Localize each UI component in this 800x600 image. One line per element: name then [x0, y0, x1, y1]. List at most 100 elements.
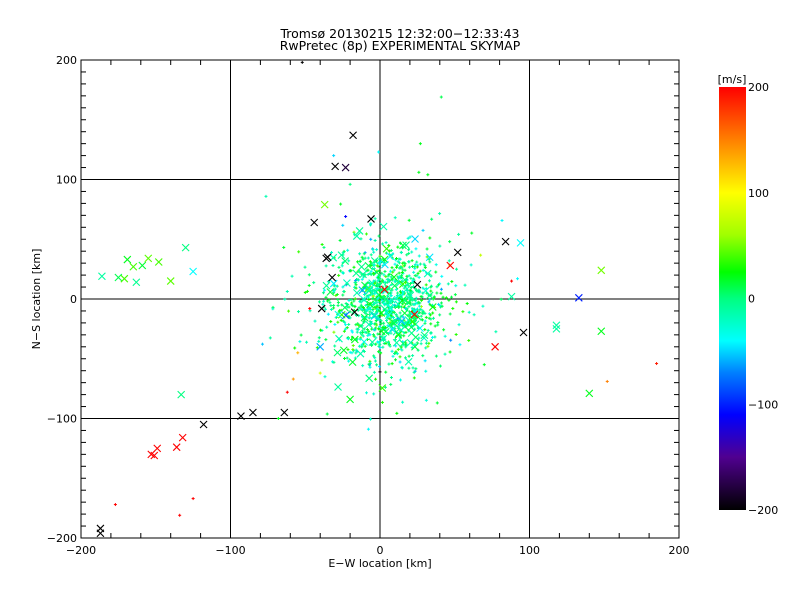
cross-marker: [350, 308, 359, 317]
dot-marker: [372, 301, 376, 305]
dot-marker: [384, 275, 388, 279]
x-tick-labels: −200 −100 0 100 200: [66, 544, 690, 557]
dot-marker: [380, 271, 384, 275]
cross-stroke: [519, 328, 528, 337]
cross-marker: [400, 275, 409, 284]
dot-marker: [372, 282, 376, 286]
dot-marker: [368, 281, 372, 285]
dot-marker: [383, 385, 387, 389]
dot-marker: [407, 251, 411, 255]
cross-marker: [337, 310, 346, 319]
dot-marker: [447, 259, 451, 263]
cross-stroke: [394, 330, 403, 339]
dot-marker: [458, 343, 462, 347]
cross-stroke: [401, 296, 409, 305]
cross-stroke: [453, 248, 462, 257]
dot-marker: [283, 297, 287, 301]
dot-marker: [494, 330, 498, 334]
dot-marker: [380, 288, 384, 292]
dot-marker: [367, 298, 371, 302]
dot-marker: [398, 355, 402, 359]
dot-marker: [410, 250, 414, 254]
cross-stroke: [420, 331, 429, 340]
dot-marker: [341, 285, 345, 289]
dot-marker: [479, 253, 483, 257]
dot-marker: [368, 316, 372, 320]
cross-marker: [377, 327, 386, 336]
dot-marker: [358, 252, 362, 256]
dot-marker: [341, 223, 345, 227]
dot-marker: [368, 271, 372, 275]
y-tick-label: 200: [56, 54, 77, 67]
dot-marker: [427, 300, 431, 304]
dot-marker: [448, 240, 452, 244]
dot-marker: [401, 268, 405, 272]
cross-stroke: [425, 253, 434, 262]
cross-marker: [379, 222, 388, 231]
dot-marker: [378, 282, 382, 286]
dot-marker: [329, 304, 333, 308]
cross-stroke: [334, 383, 342, 391]
cross-marker: [425, 253, 434, 262]
dot-marker: [367, 293, 371, 297]
dot-marker: [390, 349, 394, 353]
dot-marker: [407, 366, 411, 370]
dot-marker: [353, 305, 357, 309]
cross-marker: [368, 338, 377, 346]
dot-marker: [374, 326, 378, 330]
cross-stroke: [390, 281, 399, 290]
dot-marker: [360, 307, 364, 311]
cross-stroke: [365, 374, 374, 383]
cross-stroke: [350, 335, 359, 344]
cross-marker: [366, 304, 375, 313]
dot-marker: [349, 338, 353, 342]
cross-marker: [348, 358, 357, 367]
dot-marker: [319, 328, 323, 332]
dot-marker: [397, 271, 401, 275]
dot-marker: [264, 194, 268, 198]
dot-marker: [323, 375, 327, 379]
dot-marker: [317, 339, 321, 343]
cross-marker: [370, 312, 379, 320]
cross-stroke: [420, 334, 428, 342]
dot-marker: [333, 344, 337, 348]
colorbar: [719, 87, 746, 510]
cross-stroke: [404, 298, 412, 307]
dot-marker: [395, 411, 399, 415]
dot-marker: [371, 333, 375, 337]
y-tick-labels: −200 −100 0 100 200: [47, 54, 77, 545]
dot-marker: [347, 298, 351, 302]
dot-marker: [441, 295, 445, 299]
dot-marker: [448, 312, 452, 316]
cross-stroke: [399, 339, 408, 348]
dot-marker: [407, 248, 411, 252]
dot-marker: [358, 299, 362, 303]
dot-marker: [303, 290, 307, 294]
dot-marker: [440, 274, 444, 278]
dot-marker: [412, 270, 416, 274]
dot-marker: [403, 262, 407, 266]
dot-marker: [425, 255, 429, 259]
cross-marker: [350, 335, 359, 344]
dot-marker: [412, 303, 416, 307]
dot-marker: [429, 338, 433, 342]
dot-marker: [417, 304, 421, 308]
dot-marker: [326, 299, 330, 303]
cross-marker: [280, 408, 289, 417]
dot-marker: [414, 296, 418, 300]
dot-marker: [470, 231, 474, 235]
dot-marker: [337, 265, 341, 269]
cross-stroke: [348, 358, 357, 367]
cross-stroke: [507, 292, 516, 301]
dot-marker: [347, 322, 351, 326]
dot-marker: [436, 321, 440, 325]
cross-marker: [446, 261, 455, 270]
dot-marker: [405, 253, 409, 257]
dot-marker: [407, 274, 411, 278]
dot-marker: [339, 269, 343, 273]
dot-marker: [391, 354, 395, 358]
dot-marker: [414, 247, 418, 251]
cross-stroke: [412, 311, 421, 320]
dot-marker: [431, 311, 435, 315]
cross-marker: [366, 300, 374, 309]
